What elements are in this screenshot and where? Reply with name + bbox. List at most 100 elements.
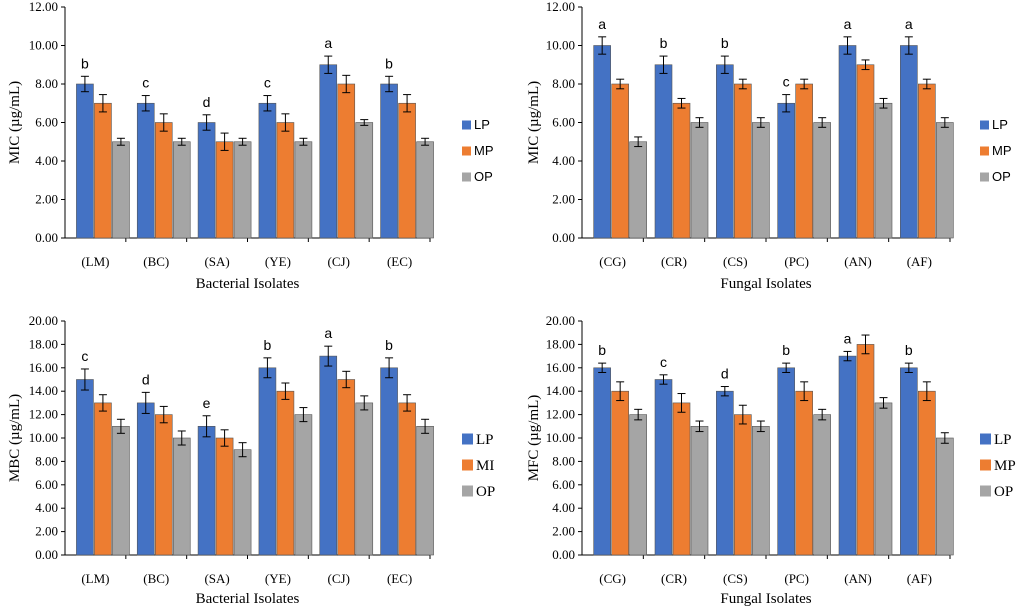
mic-bacterial-bar-mp bbox=[276, 122, 295, 239]
mic-fungal-y-tick-label: 12.00 bbox=[546, 0, 575, 14]
mfc-fungal-bar-op bbox=[813, 414, 831, 556]
mic-fungal-x-tick-label: (CG) bbox=[599, 254, 626, 269]
mic-bacterial-x-axis-title: Bacterial Isolates bbox=[196, 276, 300, 292]
mfc-fungal-legend-swatch-lp bbox=[980, 433, 991, 445]
mfc-fungal-significance-letter: b bbox=[598, 342, 606, 358]
mic-fungal-x-tick-label: (CR) bbox=[661, 254, 687, 269]
mic-fungal-bar-mp bbox=[672, 102, 691, 239]
mfc-fungal-bar-mp bbox=[795, 390, 813, 556]
mbc-bacterial-x-tick-label: (CJ) bbox=[328, 571, 350, 586]
mic-bacterial-bar-op bbox=[112, 141, 130, 239]
mfc-fungal-y-tick-label: 18.00 bbox=[546, 336, 575, 351]
mic-fungal-x-tick-label: (PC) bbox=[784, 254, 809, 269]
mfc-fungal-y-tick-label: 0.00 bbox=[552, 547, 575, 562]
mfc-fungal-legend-swatch-mp bbox=[980, 459, 991, 471]
mic-bacterial-y-tick-label: 4.00 bbox=[35, 153, 58, 168]
mic-fungal-panel: 0.00 2.00 4.00 6.00 8.00 10.00 12.00 (CG) a (CR) b… bbox=[526, 0, 1012, 292]
mic-fungal-bar-mp bbox=[734, 83, 752, 239]
mfc-fungal-significance-letter: b bbox=[905, 342, 913, 358]
mfc-fungal-bar-mp bbox=[734, 414, 752, 556]
mbc-bacterial-legend-label-op: OP bbox=[476, 484, 495, 500]
mbc-bacterial-y-tick-label: 14.00 bbox=[29, 383, 58, 398]
mbc-bacterial-bar-op bbox=[355, 402, 374, 556]
mbc-bacterial-x-tick-label: (EC) bbox=[387, 571, 412, 586]
mic-bacterial-bar-op bbox=[416, 141, 434, 239]
mic-bacterial-bar-lp bbox=[380, 83, 398, 239]
mic-fungal-x-axis-title: Fungal Isolates bbox=[720, 276, 811, 292]
mfc-fungal-y-tick-label: 16.00 bbox=[546, 360, 575, 375]
mbc-bacterial-y-tick-label: 12.00 bbox=[29, 407, 58, 422]
mic-fungal-significance-letter: b bbox=[721, 35, 729, 51]
mic-bacterial-x-tick-label: (BC) bbox=[143, 254, 169, 269]
mic-fungal-bar-lp bbox=[777, 102, 795, 239]
mbc-bacterial-bar-op bbox=[294, 414, 313, 556]
mic-bacterial-legend-label-lp: LP bbox=[474, 117, 490, 132]
mfc-fungal-x-tick-label: (AF) bbox=[907, 571, 932, 586]
mic-fungal-bar-op bbox=[813, 122, 831, 239]
mic-bacterial-bar-lp bbox=[258, 102, 277, 239]
mbc-bacterial-x-axis-title: Bacterial Isolates bbox=[196, 591, 300, 607]
mic-bacterial-y-tick-label: 10.00 bbox=[29, 38, 58, 53]
mic-bacterial-y-tick-label: 6.00 bbox=[35, 115, 58, 130]
mic-bacterial-significance-letter: b bbox=[385, 55, 393, 71]
mbc-bacterial-x-tick-label: (LM) bbox=[81, 571, 109, 586]
mbc-bacterial-legend-label-mp: MI bbox=[476, 458, 494, 474]
mic-fungal-legend-label-lp: LP bbox=[992, 117, 1008, 132]
mbc-bacterial-significance-letter: b bbox=[264, 337, 272, 353]
mic-fungal-bar-lp bbox=[716, 64, 734, 239]
mic-bacterial-y-tick-label: 8.00 bbox=[35, 76, 58, 91]
mic-bacterial-bar-mp bbox=[215, 141, 234, 239]
mic-bacterial-x-tick-label: (EC) bbox=[387, 254, 412, 269]
mbc-bacterial-panel: 0.00 2.00 4.00 6.00 8.00 10.00 12.00 14.00 16.00… bbox=[7, 313, 495, 607]
mfc-fungal-x-tick-label: (CG) bbox=[599, 571, 626, 586]
mfc-fungal-bar-op bbox=[752, 425, 770, 556]
mic-fungal-bar-op bbox=[936, 122, 954, 239]
mbc-bacterial-bar-lp bbox=[197, 425, 216, 556]
mfc-fungal-x-tick-label: (CS) bbox=[723, 571, 748, 586]
mfc-fungal-bar-mp bbox=[611, 390, 629, 556]
mic-bacterial-significance-letter: a bbox=[324, 35, 332, 51]
mic-fungal-legend-label-op: OP bbox=[992, 169, 1011, 184]
mbc-bacterial-bar-mp bbox=[154, 414, 173, 556]
mic-fungal-bar-op bbox=[874, 102, 893, 239]
mbc-bacterial-y-tick-label: 2.00 bbox=[35, 524, 58, 539]
mbc-bacterial-significance-letter: e bbox=[203, 395, 211, 411]
mic-fungal-bar-op bbox=[752, 122, 770, 239]
mic-fungal-bar-op bbox=[629, 141, 647, 239]
mbc-bacterial-bar-lp bbox=[136, 402, 155, 556]
mic-fungal-bar-mp bbox=[856, 64, 875, 239]
mbc-bacterial-bar-op bbox=[172, 437, 191, 556]
mic-bacterial-x-tick-label: (CJ) bbox=[328, 254, 350, 269]
mic-bacterial-bar-op bbox=[233, 141, 252, 239]
mic-fungal-bar-lp bbox=[838, 45, 857, 239]
mbc-bacterial-significance-letter: c bbox=[81, 348, 88, 364]
mfc-fungal-x-axis-title: Fungal Isolates bbox=[720, 591, 811, 607]
mfc-fungal-bar-lp bbox=[654, 379, 673, 556]
mic-fungal-y-tick-label: 2.00 bbox=[552, 192, 575, 207]
mbc-bacterial-significance-letter: a bbox=[324, 325, 332, 341]
mic-bacterial-y-axis-title: MIC (µg/mL) bbox=[7, 81, 23, 164]
mbc-bacterial-bar-mp bbox=[94, 402, 112, 556]
mfc-fungal-bar-op bbox=[690, 425, 709, 556]
mic-fungal-bar-lp bbox=[900, 45, 918, 239]
mic-bacterial-legend-label-op: OP bbox=[474, 169, 493, 184]
mbc-bacterial-bar-mp bbox=[398, 402, 416, 556]
mbc-bacterial-bar-lp bbox=[76, 379, 94, 556]
mic-bacterial-bar-lp bbox=[76, 83, 94, 239]
mbc-bacterial-bar-op bbox=[112, 425, 130, 556]
mic-bacterial-x-tick-label: (SA) bbox=[204, 254, 229, 269]
mfc-fungal-bar-op bbox=[874, 402, 893, 556]
mbc-bacterial-y-tick-label: 4.00 bbox=[35, 500, 58, 515]
mbc-bacterial-bar-mp bbox=[337, 379, 356, 556]
mic-fungal-significance-letter: a bbox=[598, 16, 606, 32]
mic-fungal-bar-mp bbox=[918, 83, 936, 239]
mic-fungal-significance-letter: b bbox=[660, 35, 668, 51]
mic-fungal-significance-letter: a bbox=[905, 16, 913, 32]
mic-fungal-legend-swatch-mp bbox=[980, 146, 989, 156]
mbc-bacterial-bar-op bbox=[233, 449, 252, 556]
mfc-fungal-bar-lp bbox=[777, 367, 795, 556]
mfc-fungal-y-tick-label: 14.00 bbox=[546, 383, 575, 398]
mfc-fungal-bar-op bbox=[936, 437, 954, 556]
